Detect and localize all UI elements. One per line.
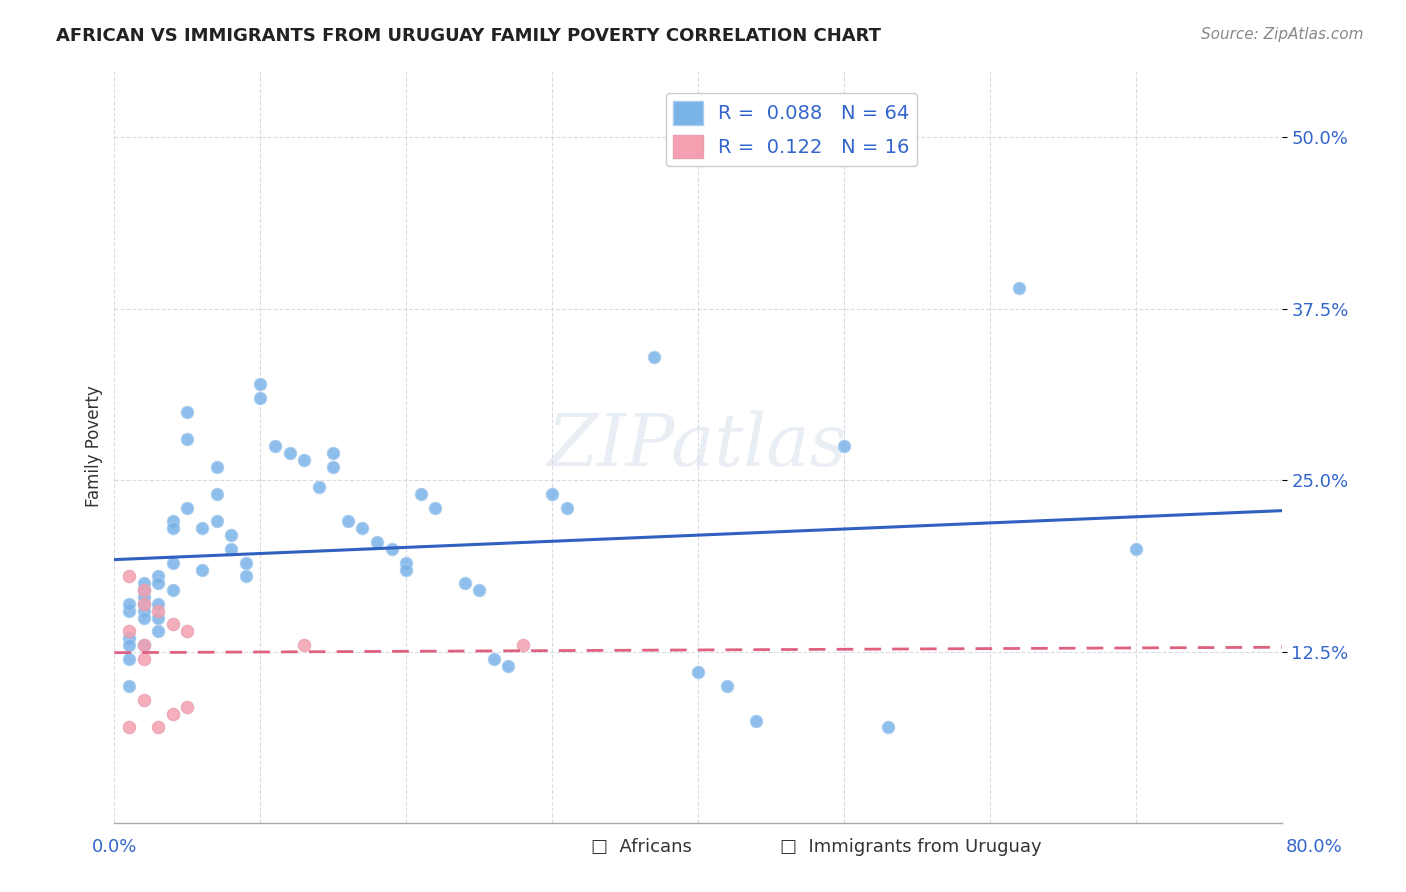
Point [832, 439, 855, 453]
Point [205, 459, 228, 474]
Point [555, 500, 578, 515]
Point [686, 665, 709, 680]
Point [132, 597, 155, 611]
Point [191, 562, 214, 576]
Point [249, 391, 271, 405]
Point [336, 515, 359, 529]
Point [132, 610, 155, 624]
Point [132, 590, 155, 604]
Point [132, 652, 155, 666]
Point [148, 610, 170, 624]
Point [162, 617, 184, 632]
Point [132, 583, 155, 598]
Text: 80.0%: 80.0% [1286, 838, 1343, 855]
Text: ZIPatlas: ZIPatlas [548, 410, 848, 482]
Point [132, 638, 155, 652]
Point [176, 432, 198, 446]
Point [541, 487, 564, 501]
Point [148, 604, 170, 618]
Point [118, 720, 141, 734]
Point [176, 500, 198, 515]
Point [498, 658, 520, 673]
Point [409, 487, 432, 501]
Text: Source: ZipAtlas.com: Source: ZipAtlas.com [1201, 27, 1364, 42]
Point [292, 452, 315, 467]
Text: □  Immigrants from Uruguay: □ Immigrants from Uruguay [780, 838, 1042, 855]
Text: AFRICAN VS IMMIGRANTS FROM URUGUAY FAMILY POVERTY CORRELATION CHART: AFRICAN VS IMMIGRANTS FROM URUGUAY FAMIL… [56, 27, 882, 45]
Point [1008, 281, 1031, 295]
Point [308, 480, 330, 494]
Point [278, 446, 301, 460]
Point [118, 569, 141, 583]
Point [205, 515, 228, 529]
Point [132, 693, 155, 707]
Point [453, 576, 475, 591]
Point [1125, 541, 1147, 556]
Point [876, 720, 898, 734]
Legend: R =  0.088   N = 64, R =  0.122   N = 16: R = 0.088 N = 64, R = 0.122 N = 16 [665, 94, 917, 166]
Point [148, 720, 170, 734]
Point [176, 624, 198, 639]
Point [219, 528, 242, 542]
Point [395, 562, 418, 576]
Point [132, 604, 155, 618]
Point [132, 576, 155, 591]
Point [176, 699, 198, 714]
Point [322, 446, 344, 460]
Point [148, 569, 170, 583]
Point [118, 631, 141, 645]
Point [249, 377, 271, 392]
Point [148, 576, 170, 591]
Point [425, 500, 447, 515]
Point [219, 541, 242, 556]
Point [118, 604, 141, 618]
Point [162, 521, 184, 535]
Point [366, 535, 388, 549]
Point [118, 679, 141, 693]
Point [395, 556, 418, 570]
Point [118, 624, 141, 639]
Point [512, 638, 534, 652]
Point [132, 597, 155, 611]
Point [118, 652, 141, 666]
Point [118, 638, 141, 652]
Text: 0.0%: 0.0% [91, 838, 136, 855]
Point [205, 487, 228, 501]
Point [235, 556, 257, 570]
Point [745, 714, 768, 728]
Point [292, 638, 315, 652]
Point [235, 569, 257, 583]
Point [162, 706, 184, 721]
Text: □  Africans: □ Africans [591, 838, 692, 855]
Point [352, 521, 374, 535]
Point [468, 583, 491, 598]
Point [118, 597, 141, 611]
Y-axis label: Family Poverty: Family Poverty [86, 385, 103, 507]
Point [191, 521, 214, 535]
Point [716, 679, 738, 693]
Point [381, 541, 404, 556]
Point [322, 459, 344, 474]
Point [162, 556, 184, 570]
Point [643, 350, 665, 364]
Point [132, 638, 155, 652]
Point [482, 652, 505, 666]
Point [162, 515, 184, 529]
Point [162, 583, 184, 598]
Point [176, 405, 198, 419]
Point [148, 597, 170, 611]
Point [264, 439, 287, 453]
Point [132, 583, 155, 598]
Point [148, 624, 170, 639]
